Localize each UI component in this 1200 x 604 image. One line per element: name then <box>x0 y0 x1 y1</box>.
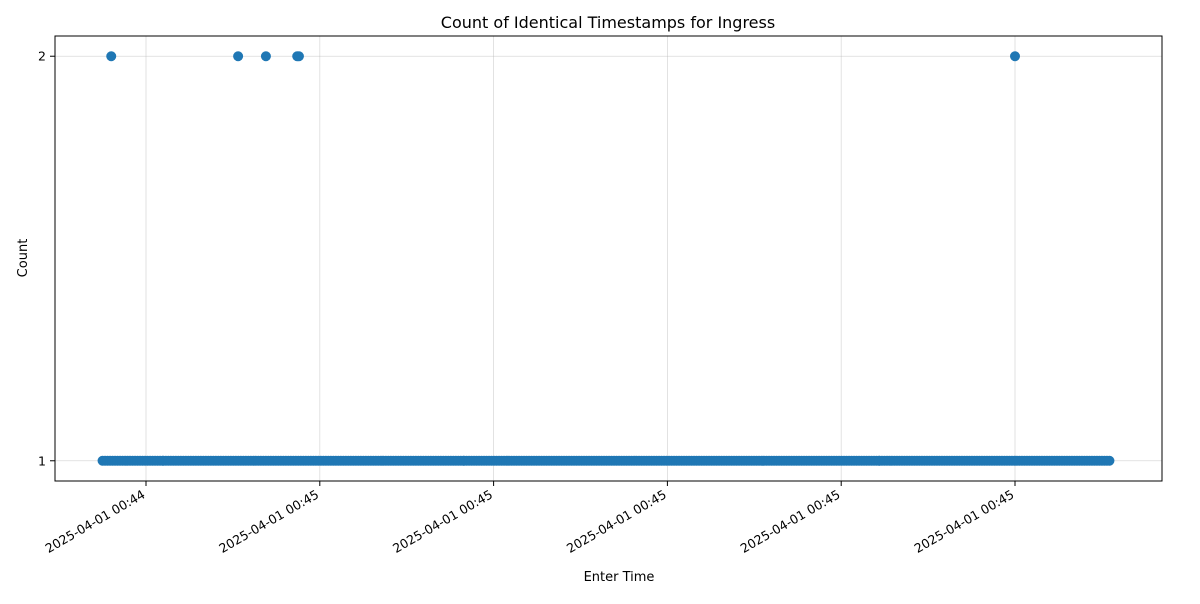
chart-title: Count of Identical Timestamps for Ingres… <box>441 13 775 32</box>
grid-layer <box>55 36 1162 481</box>
x-tick-label: 2025-04-01 00:45 <box>216 487 321 556</box>
x-tick-label: 2025-04-01 00:45 <box>564 487 669 556</box>
points-layer <box>97 51 1115 466</box>
plot-frame <box>54 35 1163 482</box>
x-tick-label: 2025-04-01 00:45 <box>738 487 843 556</box>
data-point-count-2 <box>106 51 117 62</box>
y-axis-label: Count <box>16 239 31 278</box>
x-axis-label: Enter Time <box>584 570 655 585</box>
x-tick-label: 2025-04-01 00:45 <box>911 487 1016 556</box>
data-point-count-2 <box>233 51 244 62</box>
data-point-count-2 <box>1010 51 1020 62</box>
axis-layer: 2025-04-01 00:44 2025-04-01 00:45 2025-04-… <box>38 49 1016 556</box>
data-point-count-2 <box>260 51 271 62</box>
data-point-count-2 <box>293 51 304 62</box>
y-tick-label: 2 <box>38 49 46 64</box>
x-tick-label: 2025-04-01 00:45 <box>390 487 495 556</box>
y-tick-label: 1 <box>38 453 46 468</box>
data-point-count-1 <box>1104 455 1115 466</box>
x-tick-label: 2025-04-01 00:44 <box>42 487 147 556</box>
